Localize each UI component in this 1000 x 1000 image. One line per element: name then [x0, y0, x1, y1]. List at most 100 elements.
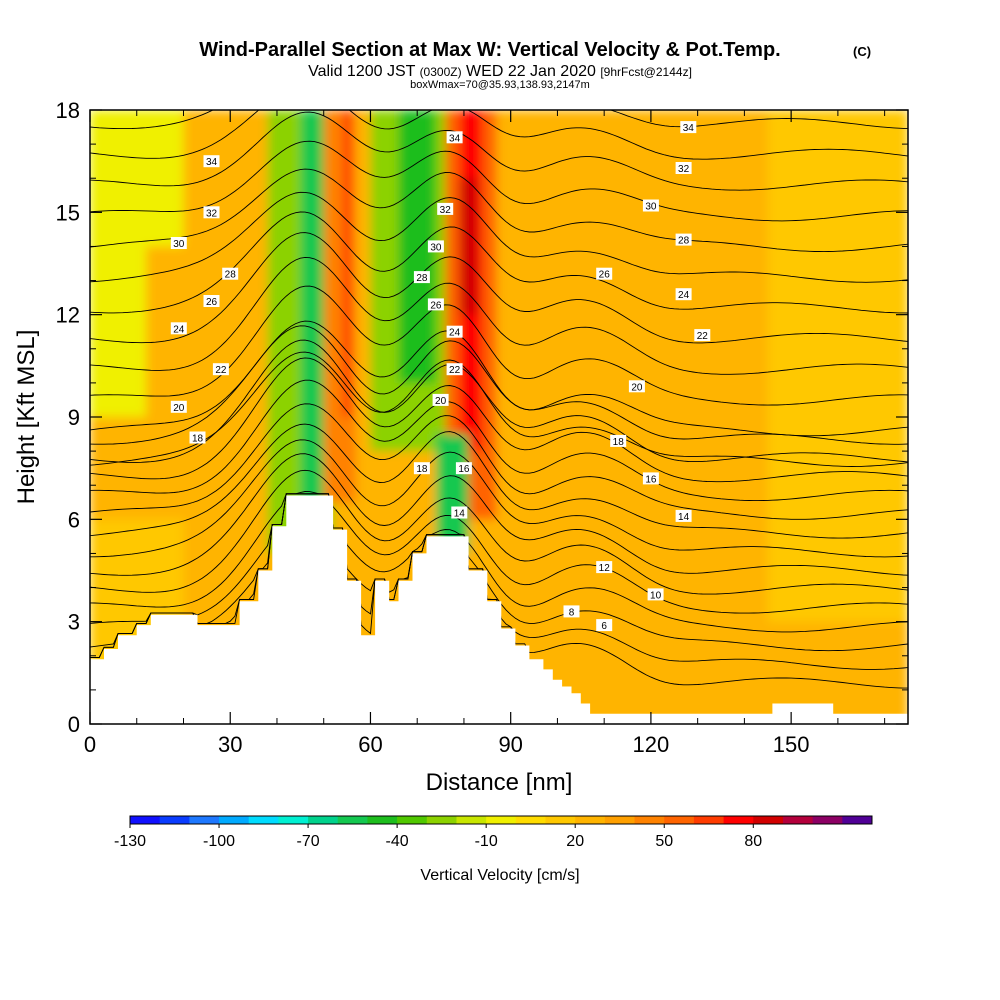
- contour-label-bg: [628, 380, 645, 393]
- colorbar-swatch: [575, 816, 606, 824]
- contour-label-9: 34: [446, 131, 463, 144]
- isentrope-line: [90, 351, 908, 467]
- contour-label-bg: [203, 155, 220, 168]
- colorbar: -130 -100 -70 -40 -10 20 50 80: [114, 815, 873, 850]
- y-tick-label: 6: [68, 507, 80, 532]
- contour-label-text: 20: [173, 403, 185, 414]
- contour-label-text: 20: [631, 382, 643, 393]
- isentrope-line: [90, 140, 908, 222]
- isentrope-line: [90, 493, 908, 633]
- contour-label-bg: [170, 322, 187, 335]
- contour-label-18: 16: [455, 462, 472, 475]
- subtitle-valid-time: Valid 1200 JST: [308, 63, 419, 80]
- x-tick-label: 150: [773, 732, 810, 757]
- contour-label-25: 24: [675, 288, 692, 301]
- x-tick-label: 60: [358, 732, 382, 757]
- isentrope-line: [90, 232, 908, 344]
- chart-title: Wind-Parallel Section at Max W: Vertical…: [199, 39, 780, 61]
- contour-label-text: 24: [449, 328, 461, 339]
- y-axis-ticks: 0 3 6 9 12 15 18: [56, 98, 908, 737]
- isentrope-line: [90, 439, 908, 558]
- contour-label-15: 22: [446, 363, 463, 376]
- contour-label-bg: [170, 400, 187, 413]
- contour-label-text: 34: [449, 133, 461, 144]
- contour-label-bg: [596, 267, 613, 280]
- contour-label-text: 32: [440, 205, 452, 216]
- contour-label-24: 26: [596, 267, 613, 281]
- terrain-mask: [90, 495, 908, 724]
- contour-label-11: 30: [427, 240, 444, 253]
- contour-label-text: 22: [449, 365, 461, 376]
- colorbar-swatch: [515, 816, 547, 824]
- colorbar-label: Vertical Velocity [cm/s]: [420, 867, 579, 884]
- isentrope-line: [90, 256, 908, 375]
- contour-label-29: 16: [642, 472, 659, 485]
- contour-label-1: 32: [203, 206, 220, 219]
- contour-label-7: 20: [170, 400, 187, 414]
- velocity-cell: [342, 110, 352, 417]
- colorbar-swatch: [130, 816, 161, 824]
- colorbar-swatch: [664, 816, 695, 824]
- colorbar-frame: [129, 815, 873, 825]
- chart-subtitle-box: boxWmax=70@35.93,138.93,2147m: [410, 79, 590, 91]
- colorbar-swatch: [337, 816, 368, 824]
- contour-label-32: 10: [647, 588, 664, 601]
- y-axis-label: Height [Kft MSL]: [13, 330, 40, 505]
- colorbar-swatch: [308, 816, 339, 824]
- isentrope-line: [90, 423, 908, 539]
- contour-label-12: 28: [413, 271, 430, 284]
- colorbar-swatch: [842, 816, 873, 824]
- contour-label-bg: [212, 363, 229, 376]
- contour-label-text: 28: [678, 236, 690, 247]
- contour-labels: 34 32 30 28 26 24 22 20 18 34 32 30 28 26 24 22 20 18 16 14…: [170, 121, 711, 632]
- contour-label-bg: [694, 329, 711, 342]
- contour-label-text: 18: [416, 464, 428, 475]
- contour-label-text: 14: [678, 512, 690, 523]
- contour-label-text: 28: [416, 273, 428, 284]
- contour-label-text: 18: [192, 434, 204, 445]
- contour-label-text: 6: [601, 621, 607, 632]
- contour-label-33: 8: [563, 605, 580, 618]
- subtitle-utc: (0300Z): [420, 65, 462, 79]
- contour-label-text: 24: [678, 290, 690, 301]
- contour-label-bg: [437, 202, 454, 215]
- contour-label-text: 16: [645, 474, 657, 485]
- contour-label-bg: [610, 434, 627, 447]
- colorbar-swatch: [248, 816, 279, 824]
- colorbar-swatch: [456, 816, 487, 824]
- chart-subtitle: Valid 1200 JST (0300Z) WED 22 Jan 2020 […: [308, 63, 692, 80]
- x-tick-label: 30: [218, 732, 242, 757]
- contour-label-bg: [413, 271, 430, 284]
- contour-label-text: 32: [206, 208, 218, 219]
- contour-label-bg: [203, 206, 220, 219]
- colorbar-swatch: [782, 816, 814, 824]
- isentrope-line: [90, 191, 908, 283]
- contour-label-bg: [596, 561, 613, 574]
- contour-label-2: 30: [170, 237, 187, 250]
- subtitle-date: WED 22 Jan 2020: [462, 63, 601, 80]
- contour-label-text: 20: [435, 396, 447, 407]
- subtitle-forecast: [9hrFcst@2144z]: [600, 65, 692, 79]
- colorbar-swatch: [604, 816, 636, 824]
- colorbar-swatch: [189, 816, 220, 824]
- y-tick-label: 0: [68, 712, 80, 737]
- contour-label-bg: [563, 605, 580, 618]
- x-axis-ticks: 0 30 60 90 120 150: [84, 110, 886, 757]
- contour-label-bg: [642, 472, 659, 485]
- contour-label-text: 16: [458, 464, 470, 475]
- colorbar-tick-label: 20: [566, 833, 584, 850]
- contour-label-text: 30: [645, 202, 657, 213]
- colorbar-swatch: [397, 816, 428, 824]
- isentrope-line: [90, 325, 908, 445]
- contour-label-bg: [170, 237, 187, 249]
- colorbar-swatch: [278, 816, 309, 824]
- isentrope-line: [90, 110, 908, 130]
- contour-label-28: 18: [610, 434, 627, 448]
- colorbar-swatch: [545, 816, 576, 824]
- contour-label-bg: [675, 233, 692, 246]
- x-axis-label: Distance [nm]: [426, 769, 573, 796]
- x-tick-label: 0: [84, 732, 96, 757]
- colorbar-swatch: [367, 816, 398, 824]
